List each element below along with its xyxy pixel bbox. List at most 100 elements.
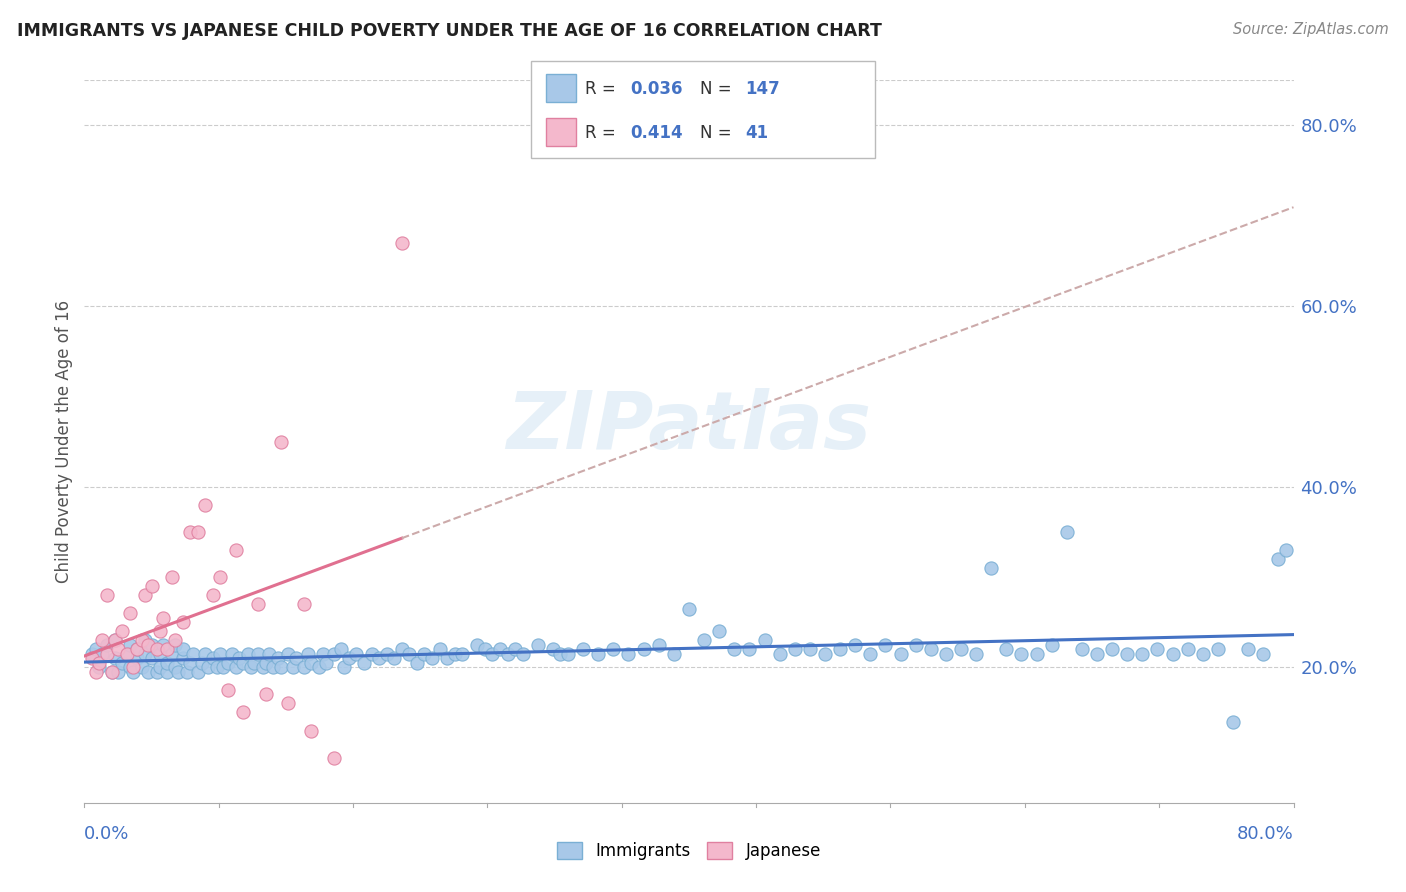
Point: [1161, 647, 1184, 661]
Point: [1146, 642, 1168, 657]
Point: [107, 642, 129, 657]
Point: [277, 697, 299, 711]
Point: [232, 706, 254, 720]
Point: [995, 642, 1018, 657]
Point: [104, 633, 127, 648]
Legend: Immigrants, Japanese: Immigrants, Japanese: [550, 835, 828, 867]
Point: [207, 660, 229, 674]
Point: [118, 606, 141, 620]
Point: [1267, 552, 1289, 566]
Point: [353, 656, 375, 670]
Point: [322, 647, 344, 661]
Point: [474, 642, 496, 657]
Point: [617, 647, 640, 661]
Point: [859, 647, 882, 661]
Point: [830, 642, 852, 657]
Point: [270, 660, 292, 674]
Point: [678, 601, 700, 615]
Point: [149, 647, 172, 661]
Point: [965, 647, 987, 661]
Point: [167, 665, 190, 679]
Point: [136, 665, 159, 679]
Text: Source: ZipAtlas.com: Source: ZipAtlas.com: [1233, 22, 1389, 37]
Text: IMMIGRANTS VS JAPANESE CHILD POVERTY UNDER THE AGE OF 16 CORRELATION CHART: IMMIGRANTS VS JAPANESE CHILD POVERTY UND…: [17, 22, 882, 40]
Point: [212, 660, 235, 674]
Point: [1025, 647, 1047, 661]
Point: [297, 647, 319, 661]
Text: N =: N =: [700, 124, 737, 142]
Point: [149, 624, 172, 639]
Point: [131, 633, 153, 648]
Point: [588, 647, 610, 661]
Point: [221, 647, 243, 661]
Point: [179, 524, 201, 539]
Point: [187, 524, 209, 539]
Point: [191, 656, 214, 670]
Point: [149, 660, 172, 674]
Point: [512, 647, 534, 661]
Point: [557, 647, 579, 661]
Point: [360, 647, 382, 661]
Point: [228, 651, 250, 665]
Point: [111, 624, 134, 639]
Point: [769, 647, 792, 661]
Text: 147: 147: [745, 79, 780, 97]
Point: [194, 647, 217, 661]
Point: [322, 750, 344, 764]
Point: [80, 651, 103, 665]
Point: [187, 665, 209, 679]
Point: [254, 687, 277, 701]
Point: [242, 656, 264, 670]
Point: [783, 642, 806, 657]
Point: [1011, 647, 1033, 661]
Point: [91, 647, 114, 661]
Point: [201, 651, 224, 665]
Point: [451, 647, 474, 661]
Point: [80, 647, 103, 661]
Point: [602, 642, 624, 657]
Text: 0.0%: 0.0%: [84, 825, 129, 843]
Point: [875, 638, 897, 652]
Point: [281, 660, 304, 674]
Point: [172, 642, 194, 657]
Point: [420, 651, 443, 665]
Point: [86, 665, 108, 679]
Point: [247, 647, 270, 661]
Point: [232, 656, 254, 670]
Point: [292, 597, 315, 611]
Point: [131, 660, 153, 674]
Point: [118, 638, 141, 652]
Point: [141, 579, 163, 593]
Point: [160, 570, 183, 584]
Point: [489, 642, 512, 657]
Point: [89, 656, 111, 670]
Point: [890, 647, 912, 661]
Point: [312, 647, 335, 661]
Point: [146, 665, 169, 679]
Point: [107, 665, 129, 679]
Point: [152, 610, 174, 624]
Point: [160, 647, 183, 661]
Point: [165, 638, 187, 652]
Point: [1253, 647, 1275, 661]
Point: [1130, 647, 1153, 661]
Point: [550, 647, 572, 661]
Point: [121, 660, 143, 674]
Point: [285, 651, 308, 665]
Point: [254, 656, 277, 670]
Point: [141, 651, 163, 665]
Point: [844, 638, 866, 652]
Point: [333, 660, 356, 674]
Point: [391, 235, 413, 250]
Point: [239, 660, 262, 674]
Point: [541, 642, 564, 657]
Point: [693, 633, 716, 648]
Point: [1237, 642, 1260, 657]
Point: [134, 633, 156, 648]
Y-axis label: Child Poverty Under the Age of 16: Child Poverty Under the Age of 16: [55, 300, 73, 583]
Point: [648, 638, 671, 652]
Point: [96, 647, 118, 661]
Point: [368, 651, 391, 665]
Point: [496, 647, 519, 661]
Point: [1071, 642, 1094, 657]
